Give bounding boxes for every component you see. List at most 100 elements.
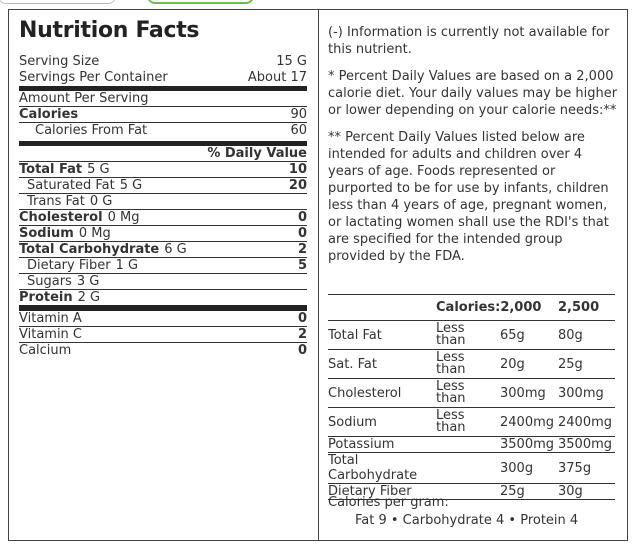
cal-fat-label: Calories From Fat (35, 123, 148, 138)
servings-row: Servings Per Container About 17 (19, 70, 307, 86)
nutrient-name: Dietary Fiber (27, 258, 111, 273)
dv-qualifier: Less than (436, 378, 500, 408)
amount-per-serving: Amount Per Serving (19, 91, 149, 106)
dv-2000: 300g (500, 452, 558, 484)
vitamin-name: Calcium (19, 343, 72, 358)
thick-rule (19, 141, 307, 146)
servings-label: Servings Per Container (19, 70, 168, 85)
nutrient-amount: 5 G (87, 162, 110, 177)
nutrient-name: Sugars (27, 274, 72, 289)
nutrient-amount: 3 G (76, 274, 100, 289)
notes: (-) Information is currently not availab… (328, 24, 618, 275)
serving-size-row: Serving Size 15 G (19, 54, 307, 70)
nutrient-name: Sodium (19, 226, 74, 241)
vitamin-name: Vitamin A (19, 311, 82, 326)
vitamin-row: Calcium 0 (19, 343, 307, 359)
nutrient-row: Dietary Fiber 1 G 5 (19, 258, 307, 274)
dv-2500: 375g (558, 452, 615, 484)
dv-qualifier: Less than (436, 349, 500, 379)
note-percent-dv: * Percent Daily Values are based on a 2,… (328, 69, 618, 118)
calories-row: Calories 90 (19, 107, 307, 123)
nutrient-row: Saturated Fat 5 G 20 (19, 178, 307, 194)
note-rdi: ** Percent Daily Values listed below are… (328, 130, 609, 264)
note-unavailable: (-) Information is currently not availab… (328, 25, 610, 57)
col-2500: 2,500 (558, 294, 615, 321)
nutrient-amount: 0 Mg (107, 210, 140, 225)
thick-rule (19, 86, 307, 91)
serving-size-label: Serving Size (19, 54, 100, 69)
nutrient-row: Trans Fat 0 G (19, 194, 307, 210)
dv-nutrient: Total Fat (328, 320, 436, 350)
dv-table-row: Total Carbohydrate 300g 375g (328, 452, 615, 484)
nutrient-row: Total Fat 5 G 10 (19, 162, 307, 178)
dv-qualifier: Less than (436, 407, 500, 437)
calories-value: 90 (290, 107, 307, 122)
nutrient-dv: 20 (288, 178, 307, 193)
nutrient-amount: 5 G (119, 178, 143, 193)
dv-nutrient: Sodium (328, 407, 436, 437)
vitamin-dv: 0 (297, 343, 307, 358)
nutrient-amount: 0 Mg (78, 226, 111, 241)
nutrient-row: Cholesterol 0 Mg 0 (19, 210, 307, 226)
dv-header: % Daily Value (19, 146, 307, 162)
calories-header: Calories:2,000 (436, 294, 558, 321)
dv-qualifier (436, 483, 500, 500)
dv-nutrient: Dietary Fiber (328, 483, 436, 500)
dv-2000: 3500mg (500, 436, 558, 453)
dv-2000: 25g (500, 483, 558, 500)
dv-2000: 300mg (500, 378, 558, 408)
nutrient-name: Trans Fat (27, 194, 85, 209)
nutrient-name: Cholesterol (19, 210, 103, 225)
nutrition-facts-label: Nutrition Facts Serving Size 15 G Serving… (19, 18, 307, 359)
dv-nutrient: Cholesterol (328, 378, 436, 408)
dv-nutrient: Potassium (328, 436, 436, 453)
cpg-label: Calories per gram: (328, 495, 449, 510)
nutrient-amount: 1 G (115, 258, 139, 273)
dv-2000: 65g (500, 320, 558, 350)
dv-2000: 2400mg (500, 407, 558, 437)
nutrient-name: Total Fat (19, 162, 83, 177)
vitamin-dv: 0 (297, 311, 307, 326)
nutrient-dv: 10 (288, 162, 307, 177)
dv-2000: 20g (500, 349, 558, 379)
serving-size-value: 15 G (276, 54, 307, 69)
vitamin-row: Vitamin A 0 (19, 311, 307, 327)
dv-qualifier (436, 452, 500, 484)
dv-table-row: Sat. Fat Less than 20g 25g (328, 349, 615, 379)
dv-2500: 2400mg (558, 407, 615, 437)
cpg-values: Fat 9 • Carbohydrate 4 • Protein 4 (355, 513, 579, 528)
tab-active[interactable] (147, 0, 254, 4)
nutrient-dv: 0 (297, 226, 307, 241)
dv-2500: 3500mg (558, 436, 615, 453)
nutrient-name: Total Carbohydrate (19, 242, 160, 257)
nutrient-name: Protein (19, 290, 73, 305)
dv-table: Calories:2,000 2,500 Total Fat Less than 6… (328, 294, 615, 500)
cal-fat-row: Calories From Fat 60 (19, 123, 307, 139)
dv-table-row: Potassium 3500mg 3500mg (328, 436, 615, 453)
dv-2500: 300mg (558, 378, 615, 408)
nutrient-row: Sodium 0 Mg 0 (19, 226, 307, 242)
cal-fat-value: 60 (290, 123, 307, 138)
calories-per-gram: Calories per gram: Fat 9 • Carbohydrate … (328, 494, 578, 530)
nutrient-amount: 6 G (164, 242, 187, 257)
dv-qualifier: Less than (436, 320, 500, 350)
vitamin-name: Vitamin C (19, 327, 83, 342)
dv-header-text: % Daily Value (207, 146, 307, 161)
nutrient-amount: 0 G (89, 194, 113, 209)
dv-2500: 30g (558, 483, 615, 500)
tab-left[interactable] (0, 0, 116, 4)
nutrient-dv: 0 (297, 210, 307, 225)
vitamin-row: Vitamin C 2 (19, 327, 307, 343)
dv-nutrient: Total Carbohydrate (328, 452, 436, 484)
nutrient-dv: 2 (297, 242, 307, 257)
nutrient-dv: 5 (297, 258, 307, 273)
nutrient-name: Saturated Fat (27, 178, 115, 193)
nutrient-row: Protein 2 G (19, 290, 307, 306)
dv-table-header: Calories:2,000 2,500 (328, 294, 615, 321)
nutrient-amount: 2 G (77, 290, 101, 305)
calories-label: Calories (19, 107, 79, 122)
dv-table-row: Total Fat Less than 65g 80g (328, 320, 615, 350)
nutrient-row: Sugars 3 G (19, 274, 307, 290)
nutrient-row: Total Carbohydrate 6 G 2 (19, 242, 307, 258)
dv-qualifier (436, 436, 500, 453)
